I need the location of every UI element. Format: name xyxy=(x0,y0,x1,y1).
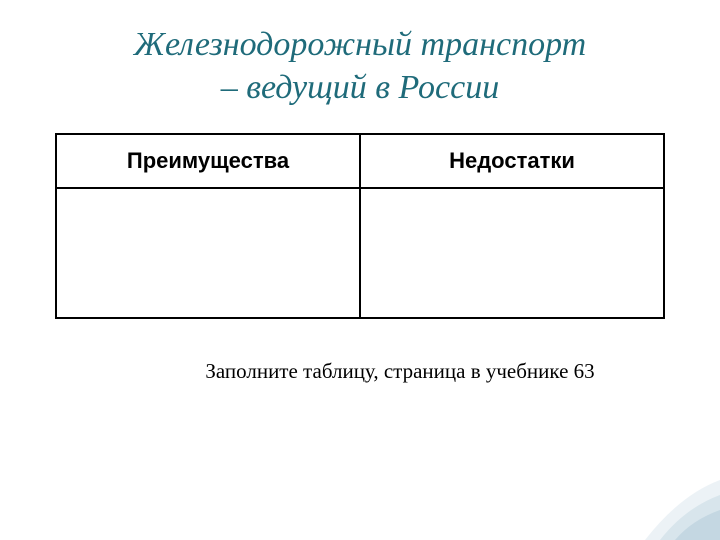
title-line-2: – ведущий в России xyxy=(221,69,500,106)
cell-disadvantages xyxy=(360,188,664,318)
cell-advantages xyxy=(56,188,360,318)
slide-title: Железнодорожный транспорт – ведущий в Ро… xyxy=(0,0,720,109)
table-row xyxy=(56,188,664,318)
advantages-disadvantages-table: Преимущества Недостатки xyxy=(55,133,665,319)
table-container: Преимущества Недостатки xyxy=(55,133,665,319)
corner-decoration xyxy=(590,440,720,540)
table-header-row: Преимущества Недостатки xyxy=(56,134,664,188)
title-line-1: Железнодорожный транспорт xyxy=(134,26,586,63)
instruction-text: Заполните таблицу, страница в учебнике 6… xyxy=(0,359,720,384)
column-header-advantages: Преимущества xyxy=(56,134,360,188)
column-header-disadvantages: Недостатки xyxy=(360,134,664,188)
